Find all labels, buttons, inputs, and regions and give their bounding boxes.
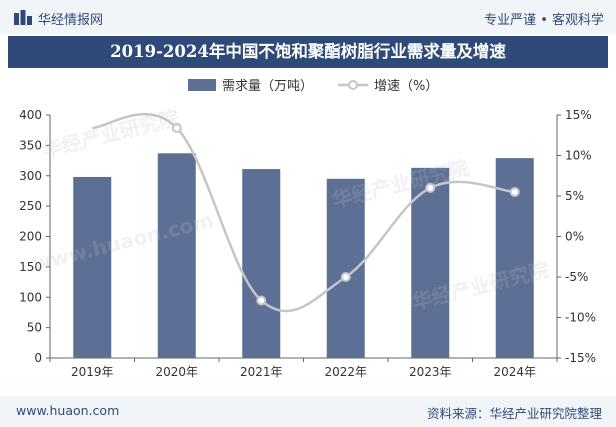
- x-tick-label: 2021年: [240, 365, 283, 379]
- legend-bar-label: 需求量（万吨）: [222, 79, 313, 94]
- y-left-tick-label: 50: [27, 321, 42, 335]
- y-right-tick-label: -10%: [565, 311, 596, 325]
- footer: www.huaon.com 资料来源：华经产业研究院整理: [0, 396, 616, 427]
- y-right-tick-label: 10%: [565, 149, 592, 163]
- y-right-tick-label: -15%: [565, 351, 596, 365]
- bar-2021年: [242, 169, 281, 358]
- x-tick-label: 2022年: [324, 365, 367, 379]
- footer-source: 资料来源：华经产业研究院整理: [426, 406, 602, 421]
- x-tick-label: 2020年: [155, 365, 198, 379]
- legend-bar-swatch: [188, 79, 216, 91]
- y-right-tick-label: -5%: [565, 270, 588, 284]
- y-right-tick-label: 5%: [565, 189, 584, 203]
- legend-line-marker: [348, 80, 358, 90]
- growth-line: [92, 112, 515, 313]
- growth-point-2024年: [509, 186, 520, 197]
- top-bar: 华经情报网 专业严谨 • 客观科学: [0, 0, 616, 34]
- y-right-tick-label: 15%: [565, 108, 592, 122]
- brand-name: 华经情报网: [38, 13, 104, 28]
- y-left-tick-label: 350: [19, 138, 42, 152]
- y-left-tick-label: 100: [19, 290, 42, 304]
- title-bar: 2019-2024年中国不饱和聚酯树脂行业需求量及增速: [8, 36, 608, 68]
- y-left-tick-label: 200: [19, 230, 42, 244]
- chart-title: 2019-2024年中国不饱和聚酯树脂行业需求量及增速: [110, 42, 506, 61]
- growth-point-2020年: [171, 122, 182, 133]
- bar-2020年: [157, 153, 196, 358]
- growth-point-2023年: [425, 182, 436, 193]
- growth-point-2022年: [340, 272, 351, 282]
- bar-2022年: [326, 178, 365, 358]
- bar-2019年: [73, 176, 112, 358]
- legend-line-label: 增速（%）: [374, 79, 438, 94]
- chart: 0 50 100 150 200 250 300 350 400 -15% -10% -5% 0% 5% 1…: [19, 79, 596, 379]
- y-left-tick-label: 400: [19, 108, 42, 122]
- y-left-tick-label: 300: [19, 169, 42, 183]
- growth-point-2021年: [256, 295, 267, 306]
- y-left-tick-label: 0: [34, 351, 42, 365]
- y-right-tick-label: 0%: [565, 230, 584, 244]
- y-left-tick-label: 150: [19, 260, 42, 274]
- brand-slogan: 专业严谨 • 客观科学: [484, 13, 604, 28]
- x-tick-label: 2023年: [409, 365, 452, 379]
- brand-logo-icon: [14, 10, 32, 25]
- y-left-tick-label: 250: [19, 199, 42, 213]
- x-tick-label: 2019年: [71, 365, 114, 379]
- footer-website: www.huaon.com: [16, 403, 120, 418]
- bar-2023年: [411, 167, 450, 358]
- x-tick-label: 2024年: [493, 365, 536, 379]
